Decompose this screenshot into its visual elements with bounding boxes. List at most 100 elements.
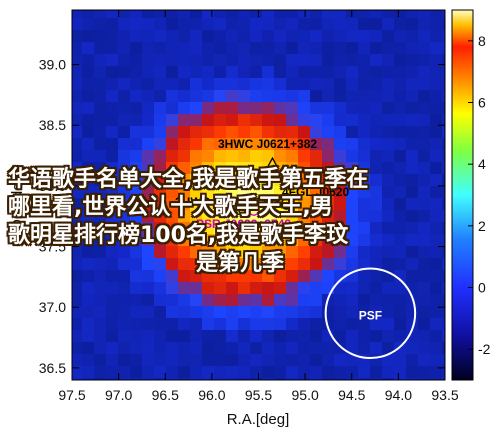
heat-pixel xyxy=(118,162,130,174)
heat-pixel xyxy=(142,114,154,126)
heat-pixel xyxy=(358,102,370,114)
y-tick-label: 36.5 xyxy=(39,360,66,376)
psf-label: PSF xyxy=(359,308,382,322)
heat-pixel xyxy=(406,246,418,258)
heat-pixel xyxy=(214,306,226,318)
heat-pixel xyxy=(106,90,118,102)
heat-pixel xyxy=(166,354,178,366)
heat-pixel xyxy=(358,90,370,102)
heat-pixel xyxy=(358,282,370,294)
heat-pixel xyxy=(202,150,214,162)
heat-pixel xyxy=(250,210,262,222)
heat-pixel xyxy=(370,18,382,30)
heat-pixel xyxy=(334,42,346,54)
heat-pixel xyxy=(286,210,298,222)
heat-pixel xyxy=(118,270,130,282)
heat-pixel xyxy=(214,234,226,246)
heat-pixel xyxy=(358,66,370,78)
heat-pixel xyxy=(286,42,298,54)
heat-pixel xyxy=(370,306,382,318)
heat-pixel xyxy=(190,246,202,258)
heat-pixel xyxy=(226,174,238,186)
heat-pixel xyxy=(72,66,82,78)
heat-pixel xyxy=(286,10,298,18)
heat-pixel xyxy=(106,114,118,126)
heat-pixel xyxy=(94,78,106,90)
heat-pixel xyxy=(214,330,226,342)
heat-pixel xyxy=(166,306,178,318)
heat-pixel xyxy=(286,102,298,114)
heat-pixel xyxy=(298,66,310,78)
heat-pixel xyxy=(166,30,178,42)
heat-pixel xyxy=(72,174,82,186)
heat-pixel xyxy=(286,330,298,342)
heat-pixel xyxy=(82,18,94,30)
heat-pixel xyxy=(298,330,310,342)
heat-pixel xyxy=(154,78,166,90)
heat-pixel xyxy=(94,306,106,318)
y-tick-label: 38.0 xyxy=(39,178,66,194)
heat-pixel xyxy=(442,30,445,42)
heat-pixel xyxy=(394,138,406,150)
heat-pixel xyxy=(202,222,214,234)
heat-pixel xyxy=(94,258,106,270)
heat-pixel xyxy=(166,162,178,174)
heat-pixel xyxy=(214,102,226,114)
y-tick-label: 39.0 xyxy=(39,57,66,73)
heat-pixel xyxy=(154,210,166,222)
heat-pixel xyxy=(238,330,250,342)
heat-pixel xyxy=(418,210,430,222)
heat-pixel xyxy=(238,222,250,234)
heat-pixel xyxy=(106,246,118,258)
heat-pixel xyxy=(166,234,178,246)
heat-pixel xyxy=(382,366,394,378)
heat-pixel xyxy=(322,30,334,42)
heat-pixel xyxy=(166,174,178,186)
heat-pixel xyxy=(238,10,250,18)
heat-pixel xyxy=(250,198,262,210)
heat-pixel xyxy=(394,186,406,198)
heat-pixel xyxy=(238,174,250,186)
heat-pixel xyxy=(154,150,166,162)
heat-pixel xyxy=(262,90,274,102)
heat-pixel xyxy=(310,18,322,30)
heat-pixel xyxy=(142,318,154,330)
heat-pixel xyxy=(262,138,274,150)
heat-pixel xyxy=(394,306,406,318)
heat-pixel xyxy=(334,186,346,198)
heat-pixel xyxy=(442,54,445,66)
heat-pixel xyxy=(346,174,358,186)
heat-pixel xyxy=(358,210,370,222)
heat-pixel xyxy=(262,306,274,318)
heat-pixel xyxy=(250,90,262,102)
heat-pixel xyxy=(370,210,382,222)
heat-pixel xyxy=(118,90,130,102)
heat-pixel xyxy=(358,126,370,138)
heat-pixel xyxy=(262,174,274,186)
heat-pixel xyxy=(166,78,178,90)
heat-pixel xyxy=(214,174,226,186)
heat-pixel xyxy=(394,246,406,258)
heat-pixel xyxy=(214,18,226,30)
heat-pixel xyxy=(202,10,214,18)
heat-pixel xyxy=(82,90,94,102)
heat-pixel xyxy=(406,258,418,270)
heat-pixel xyxy=(322,102,334,114)
heat-pixel xyxy=(418,186,430,198)
heat-pixel xyxy=(250,294,262,306)
heat-pixel xyxy=(178,222,190,234)
heat-pixel xyxy=(430,222,442,234)
heat-pixel xyxy=(358,270,370,282)
heat-pixel xyxy=(418,294,430,306)
heat-pixel xyxy=(106,198,118,210)
heat-pixel xyxy=(226,90,238,102)
heat-pixel xyxy=(262,102,274,114)
source-label-psr: PSR J0622+3749 xyxy=(196,217,291,231)
heat-pixel xyxy=(72,258,82,270)
heat-pixel xyxy=(178,210,190,222)
heat-pixel xyxy=(310,270,322,282)
heat-pixel xyxy=(322,138,334,150)
heat-pixel xyxy=(130,102,142,114)
heat-pixel xyxy=(82,114,94,126)
heat-pixel xyxy=(418,246,430,258)
